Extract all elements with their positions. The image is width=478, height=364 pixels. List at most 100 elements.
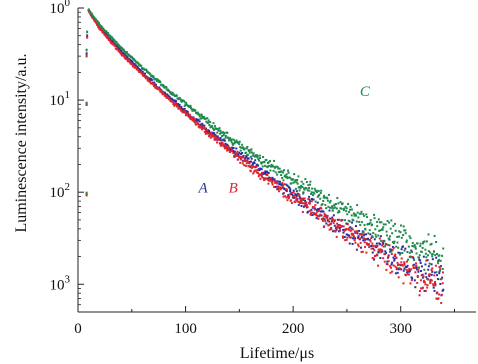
data-point [268,178,271,181]
data-point [379,243,382,246]
data-point [386,263,389,266]
data-point [236,150,239,153]
data-point [318,215,321,218]
data-point [392,246,395,249]
data-point [323,218,326,221]
data-point [244,160,247,163]
data-point [400,257,403,260]
data-point [403,249,406,252]
data-point [242,154,245,157]
data-point [398,253,401,256]
data-point [370,223,373,226]
data-point [391,270,394,273]
data-point [382,245,385,248]
data-point [369,240,372,243]
data-point [356,230,359,233]
data-point [311,214,314,217]
data-point [175,100,178,103]
data-point [263,164,266,167]
data-point [320,189,323,192]
data-point [266,173,269,176]
data-point [146,77,149,80]
data-point [180,106,183,109]
data-point [284,195,287,198]
data-point [251,163,254,166]
data-point [219,136,222,139]
data-point [367,222,370,225]
data-point [359,241,362,244]
data-point [287,197,290,200]
data-point [133,65,136,68]
data-point [259,161,262,164]
data-point [94,18,97,21]
data-point [353,235,356,238]
data-point [261,161,264,164]
data-point [218,127,221,130]
data-point [266,178,269,181]
data-point [431,267,434,270]
data-point [333,224,336,227]
data-point [365,213,368,216]
data-point [355,225,358,228]
data-point [389,265,392,268]
data-point [309,180,312,183]
data-point [179,108,182,111]
data-point [321,219,324,222]
data-point [381,241,384,244]
data-point [366,216,369,219]
data-point [247,149,250,152]
data-point [341,235,344,238]
data-point [278,187,281,190]
data-point [415,264,418,267]
data-point [268,179,271,182]
data-point [305,204,308,207]
data-point [326,199,329,202]
data-point [203,124,206,127]
data-point [171,97,174,100]
data-point [213,125,216,128]
data-point [315,191,318,194]
data-point [275,185,278,188]
data-point [392,256,395,259]
data-point [275,165,278,168]
data-point [426,284,429,287]
data-point [226,143,229,146]
data-point [113,39,116,42]
data-point [113,42,116,45]
data-point [359,212,362,215]
data-point [197,122,200,125]
data-point [322,226,325,229]
data-point [171,93,174,96]
x-tick-label: 100 [174,321,197,337]
data-point [364,245,367,248]
data-point [317,209,320,212]
data-point [342,209,345,212]
y-axis-title: Luminescence intensity/a.u. [13,53,30,232]
data-point [401,245,404,248]
data-point [217,129,220,132]
data-point [185,101,188,104]
data-point [297,200,300,203]
data-point [295,181,298,184]
data-point [140,64,143,67]
data-point [404,265,407,268]
data-point [98,22,101,25]
data-point [376,244,379,247]
data-point [362,237,365,240]
data-point [342,236,345,239]
data-point [177,98,180,101]
data-point [359,246,362,249]
data-point [371,251,374,254]
data-point [415,252,418,255]
data-point [410,268,413,271]
data-point [279,186,282,189]
data-point [301,185,304,188]
curve-label-C: C [360,84,371,100]
data-point [402,269,405,272]
data-point [191,109,194,112]
data-point [105,34,108,37]
data-point [430,269,433,272]
data-point [336,226,339,229]
data-point [131,60,134,63]
data-point [420,274,423,277]
